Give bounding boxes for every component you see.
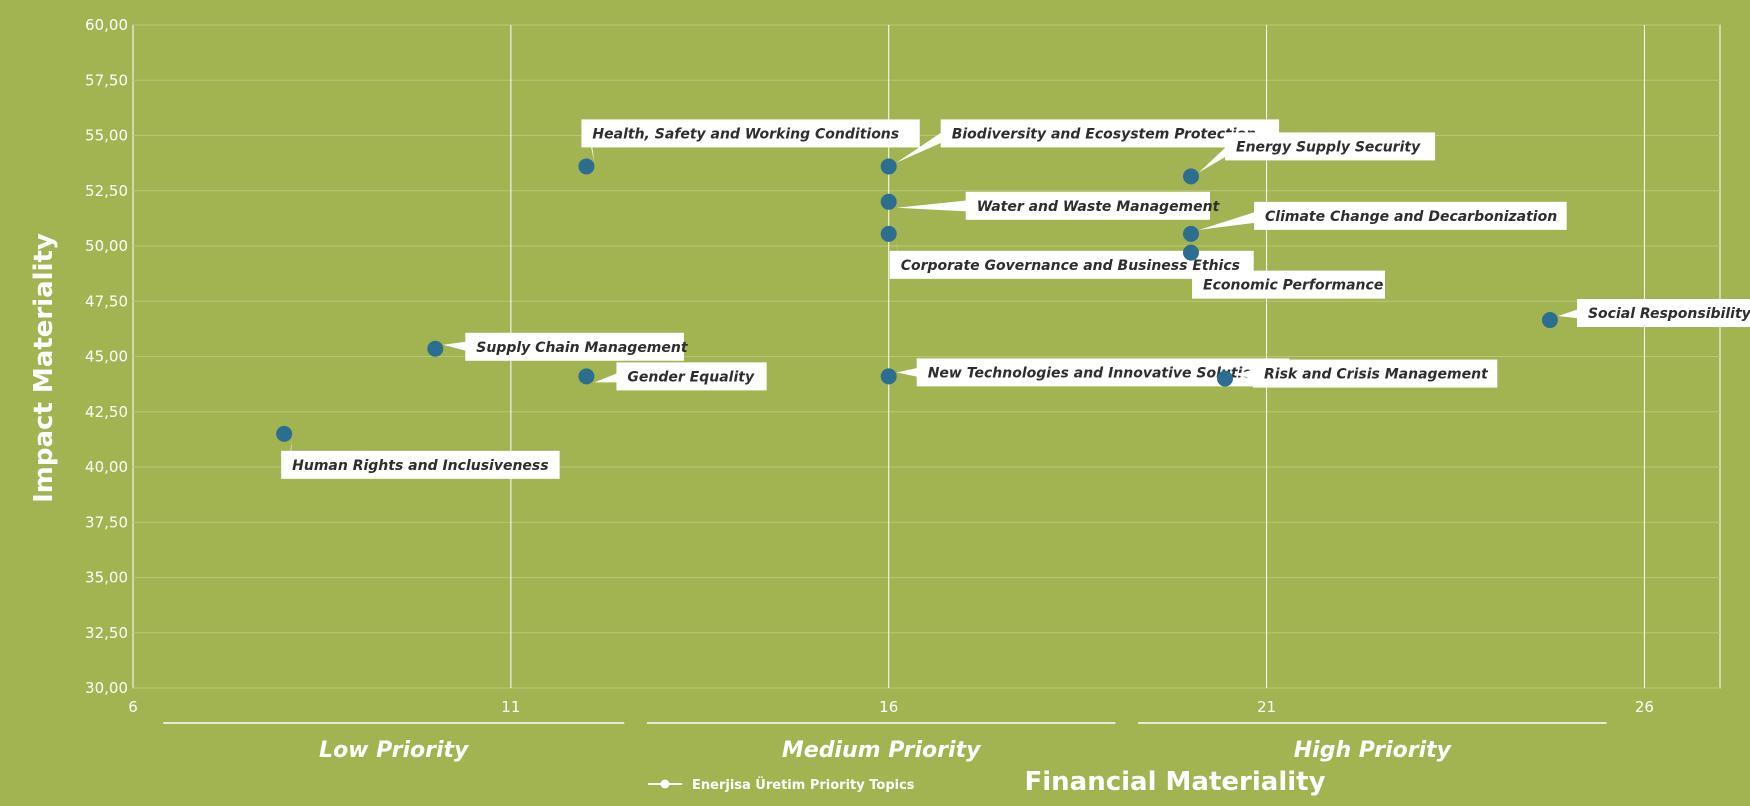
callout: Human Rights and Inclusiveness (281, 439, 560, 479)
data-point (880, 193, 897, 210)
callout-box (1253, 359, 1498, 388)
callouts: Human Rights and Inclusiveness Supply Cha… (281, 119, 1750, 479)
callout-box (616, 362, 767, 391)
data-point (1183, 244, 1199, 261)
x-tick-label: 26 (1635, 698, 1654, 716)
data-point (427, 340, 444, 357)
point-label: Social Responsibility (1588, 306, 1750, 322)
callout-box (1254, 201, 1567, 230)
point-label: New Technologies and Innovative Solution… (928, 365, 1271, 381)
grid (132, 24, 1721, 689)
x-axis-title: Financial Materiality (1024, 767, 1325, 797)
data-point (1183, 168, 1199, 185)
priority-band-label: Low Priority (319, 738, 470, 763)
data-points (276, 158, 1558, 442)
callout-box (940, 119, 1280, 148)
x-tick-label: 21 (1257, 698, 1276, 716)
data-point (276, 425, 293, 442)
x-tick-label: 6 (128, 698, 138, 716)
legend-label: Enerjisa Üretim Priority Topics (692, 777, 915, 793)
data-point (578, 158, 595, 175)
y-tick-label: 37,50 (85, 513, 128, 531)
data-point (1183, 225, 1199, 242)
y-tick-label: 32,50 (85, 624, 128, 642)
y-tick-label: 55,00 (85, 127, 128, 145)
legend: Enerjisa Üretim Priority Topics (648, 777, 915, 793)
data-point (880, 368, 897, 385)
point-label: Gender Equality (627, 369, 755, 385)
point-label: Biodiversity and Ecosystem Protection (952, 126, 1256, 142)
callout-box (1192, 270, 1385, 299)
y-tick-label: 47,50 (85, 292, 128, 310)
point-label: Supply Chain Management (476, 340, 689, 356)
y-tick-label: 40,00 (85, 458, 128, 476)
priority-band-label: Medium Priority (782, 738, 982, 763)
point-label: Economic Performance (1203, 278, 1383, 294)
callout-box (1225, 132, 1436, 161)
y-tick-label: 52,50 (85, 182, 128, 200)
point-label: Water and Waste Management (977, 199, 1221, 215)
y-tick-label: 57,50 (85, 71, 128, 89)
data-point (578, 368, 595, 385)
callout: Social Responsibility (1557, 299, 1750, 328)
callout-box (465, 332, 684, 361)
x-tick-label: 16 (879, 698, 898, 716)
y-axis-ticks: 30,00 32,50 35,00 37,50 40,00 42,50 45,00 47,50… (85, 16, 128, 697)
point-label: Risk and Crisis Management (1264, 367, 1489, 383)
callout-box (1576, 299, 1750, 328)
callout: Supply Chain Management (443, 332, 689, 361)
callout-box (281, 450, 560, 479)
point-label: Climate Change and Decarbonization (1265, 209, 1557, 225)
point-label: Energy Supply Security (1236, 139, 1421, 155)
y-tick-label: 50,00 (85, 237, 128, 255)
x-axis-ticks: 6 11 16 21 26 (128, 698, 1654, 716)
callout: Energy Supply Security (1199, 132, 1436, 173)
callout: Water and Waste Management (896, 191, 1221, 220)
point-label: Corporate Governance and Business Ethics (901, 258, 1240, 274)
y-tick-label: 60,00 (85, 16, 128, 34)
callout-box (581, 119, 920, 148)
callout: Health, Safety and Working Conditions (581, 119, 920, 163)
data-point (1541, 312, 1558, 329)
y-tick-label: 45,00 (85, 348, 128, 366)
callout: Economic Performance (1192, 258, 1385, 299)
y-tick-label: 35,00 (85, 569, 128, 587)
point-label: Human Rights and Inclusiveness (292, 458, 548, 474)
y-tick-label: 42,50 (85, 403, 128, 421)
y-axis-title: Impact Materiality (29, 233, 59, 503)
point-label: Health, Safety and Working Conditions (592, 126, 899, 142)
data-point (880, 225, 897, 242)
y-tick-label: 30,00 (85, 679, 128, 697)
callout: Biodiversity and Ecosystem Protection (896, 119, 1280, 163)
priority-band-label: High Priority (1294, 738, 1453, 763)
data-point (880, 158, 897, 175)
callout: Gender Equality (594, 362, 767, 391)
callout-box (965, 191, 1211, 220)
data-point (1217, 370, 1234, 387)
callout: Risk and Crisis Management (1233, 359, 1498, 388)
x-tick-label: 11 (501, 698, 520, 716)
legend-marker-icon (660, 779, 670, 789)
callout: Climate Change and Decarbonization (1199, 201, 1567, 230)
priority-bands: Low Priority Medium Priority High Priority (163, 722, 1607, 763)
